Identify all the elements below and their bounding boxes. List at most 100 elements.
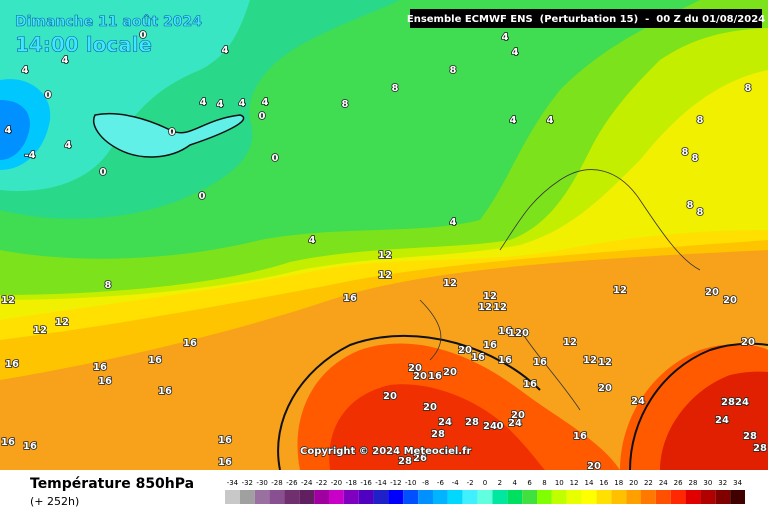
contour-label: 20 bbox=[443, 367, 457, 378]
legend-swatch bbox=[314, 490, 329, 504]
model-info: Ensemble ECMWF ENS (Perturbation 15) - 0… bbox=[407, 14, 765, 25]
legend-swatch bbox=[299, 490, 315, 504]
legend-label: 10 bbox=[555, 479, 564, 487]
contour-label: 20 bbox=[413, 371, 427, 382]
legend-swatch bbox=[492, 490, 508, 504]
contour-label: 8 bbox=[692, 153, 699, 164]
legend-label: -26 bbox=[286, 479, 298, 487]
contour-label: 4 bbox=[62, 55, 69, 66]
contour-label: 20 bbox=[423, 402, 437, 413]
contour-label: 4 bbox=[262, 97, 269, 108]
contour-label: 4 bbox=[5, 125, 12, 136]
legend-swatch bbox=[566, 490, 582, 504]
footer-title: Température 850hPa bbox=[30, 476, 194, 492]
legend-swatch bbox=[507, 490, 523, 504]
contour-label: 16 bbox=[523, 379, 537, 390]
contour-label: 4 bbox=[217, 99, 224, 110]
legend-label: -2 bbox=[467, 479, 474, 487]
legend-swatch bbox=[522, 490, 537, 504]
contour-label: 12 bbox=[583, 355, 597, 366]
legend-label: -30 bbox=[256, 479, 267, 487]
map-background bbox=[0, 0, 768, 471]
contour-label: 12 bbox=[493, 302, 507, 313]
contour-label: 4 bbox=[512, 47, 519, 58]
contour-label: 20 bbox=[723, 295, 737, 306]
contour-label: 20 bbox=[458, 345, 472, 356]
legend-label: 0 bbox=[483, 479, 487, 487]
contour-label: 4 bbox=[22, 65, 29, 76]
contour-label: 4 bbox=[450, 217, 457, 228]
contour-label: 26 bbox=[413, 453, 427, 464]
legend-swatch bbox=[447, 490, 463, 504]
legend-swatch bbox=[239, 490, 255, 504]
copyright: Copyright © 2024 Meteociel.fr bbox=[300, 446, 471, 457]
contour-label: 12 bbox=[483, 291, 497, 302]
legend-swatch bbox=[329, 490, 344, 504]
legend-swatch bbox=[715, 490, 731, 504]
contour-label: 16 bbox=[1, 437, 15, 448]
contour-label: 20 bbox=[383, 391, 397, 402]
contour-label: 12 bbox=[478, 302, 492, 313]
contour-label: 16 bbox=[471, 352, 485, 363]
contour-label: 4 bbox=[239, 98, 246, 109]
contour-label: 16 bbox=[498, 326, 512, 337]
legend-label: 14 bbox=[585, 479, 594, 487]
legend-swatch bbox=[611, 490, 627, 504]
contour-label: 4 bbox=[222, 45, 229, 56]
contour-label: 0 bbox=[140, 30, 147, 41]
contour-label: 28 bbox=[398, 456, 412, 467]
contour-label: 20 bbox=[515, 328, 529, 339]
legend-swatch bbox=[418, 490, 433, 504]
legend-swatch bbox=[477, 490, 493, 504]
legend-swatch bbox=[284, 490, 300, 504]
contour-label: 12 bbox=[563, 337, 577, 348]
contour-label: 24 bbox=[631, 396, 645, 407]
contour-label: 24 bbox=[735, 397, 749, 408]
contour-label: 4 bbox=[200, 97, 207, 108]
legend-swatch bbox=[700, 490, 716, 504]
contour-label: 28 bbox=[753, 443, 767, 454]
model-box bbox=[410, 9, 762, 28]
legend-swatch bbox=[225, 490, 240, 504]
contour-label: 16 bbox=[23, 441, 37, 452]
contour-label: 20 bbox=[741, 337, 755, 348]
contour-label: 12 bbox=[613, 285, 627, 296]
legend-swatch bbox=[596, 490, 612, 504]
contour-label: 24 bbox=[508, 418, 522, 429]
contour-label: 12 bbox=[378, 270, 392, 281]
legend-swatch bbox=[537, 490, 552, 504]
legend-swatch bbox=[433, 490, 448, 504]
legend-label: -34 bbox=[227, 479, 239, 487]
legend-swatch bbox=[403, 490, 419, 504]
legend-label: -32 bbox=[242, 479, 253, 487]
contour-label: 24 bbox=[715, 415, 729, 426]
contour-label: 16 bbox=[533, 357, 547, 368]
legend-label: 26 bbox=[674, 479, 683, 487]
contour-label: 16 bbox=[483, 340, 497, 351]
contour-label: 0 bbox=[259, 111, 266, 122]
contour-label: 0 bbox=[199, 191, 206, 202]
contour-label: 20 bbox=[587, 461, 601, 472]
contour-label: 4 bbox=[309, 235, 316, 246]
contour-label: 4 bbox=[510, 115, 517, 126]
legend-label: 18 bbox=[614, 479, 623, 487]
contour-label: 12 bbox=[508, 328, 522, 339]
legend-label: -8 bbox=[422, 479, 429, 487]
contour-label: 16 bbox=[93, 362, 107, 373]
legend-label: 32 bbox=[718, 479, 727, 487]
contour-label: 28 bbox=[431, 429, 445, 440]
contour-label: 12 bbox=[55, 317, 69, 328]
footer-lead-time: (+ 252h) bbox=[30, 495, 79, 508]
legend-label: -10 bbox=[405, 479, 416, 487]
contour-label: 0 bbox=[169, 127, 176, 138]
contour-label: 16 bbox=[148, 355, 162, 366]
contour-label: 8 bbox=[682, 147, 689, 158]
contour-label: 20 bbox=[408, 363, 422, 374]
contour-label: 16 bbox=[98, 376, 112, 387]
legend-label: -18 bbox=[346, 479, 357, 487]
contour-label: 16 bbox=[573, 431, 587, 442]
contour-label: 16 bbox=[343, 293, 357, 304]
legend-swatch bbox=[626, 490, 641, 504]
